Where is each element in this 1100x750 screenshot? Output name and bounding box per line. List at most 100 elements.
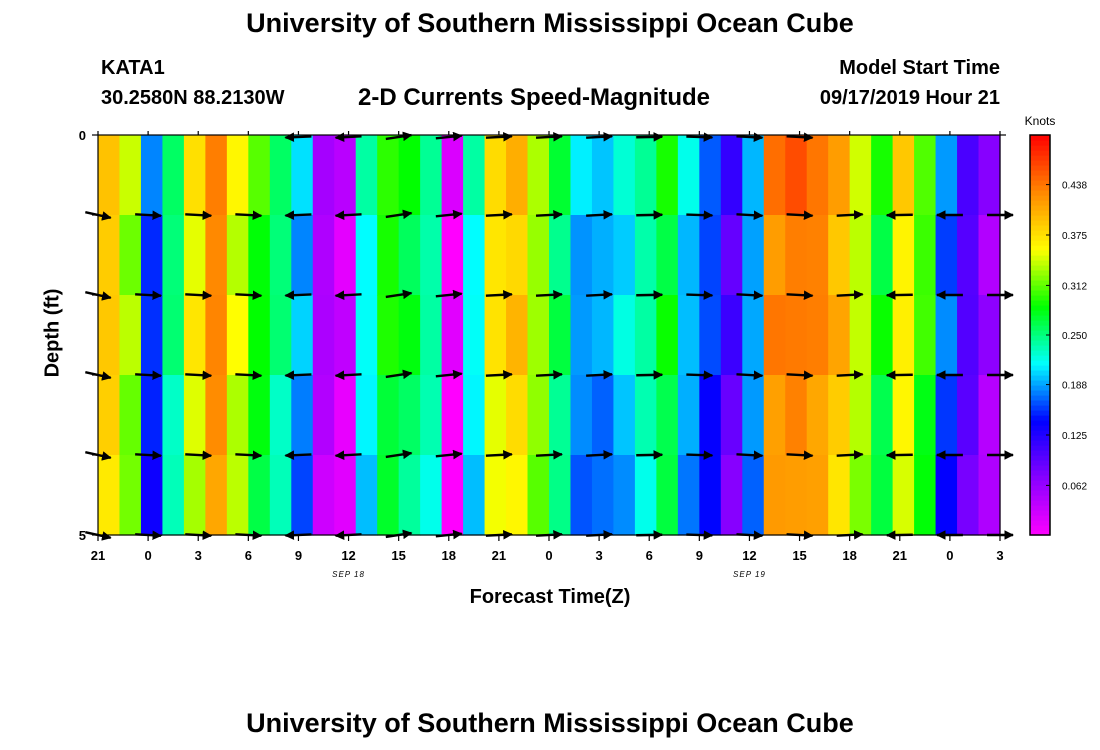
heatmap-cell [248,375,271,456]
heatmap-cell [720,135,743,216]
current-vector-arrow [535,369,563,380]
colorbar-segment [1030,140,1050,146]
colorbar-segment [1030,395,1050,401]
heatmap-cell [549,455,572,536]
heatmap-cell [484,215,507,296]
colorbar-segment [1030,320,1050,326]
heatmap-cell [355,135,378,216]
current-vector-arrow [786,450,814,461]
current-vector-arrow [235,210,263,221]
colorbar-segment [1030,250,1050,256]
current-vector-arrow [435,131,463,142]
heatmap-cell [656,375,679,456]
x-tick-label: 3 [996,548,1003,563]
current-vector-arrow [586,131,614,142]
current-vector-arrow [334,370,362,381]
current-vector-arrow [135,370,163,381]
colorbar-segment [1030,490,1050,496]
colorbar-segment [1030,235,1050,241]
heatmap-cell [248,135,271,216]
colorbar-segment [1030,160,1050,166]
heatmap-cell [398,135,421,216]
current-vector-arrow [385,209,413,220]
heatmap-cell [742,135,765,216]
heatmap-cell [312,215,335,296]
y-axis-label: Depth (ft) [41,288,64,378]
heatmap-cell [355,295,378,376]
current-vector-arrow [535,449,563,460]
current-vector-arrow [586,369,614,380]
colorbar-segment [1030,455,1050,461]
heatmap-cell [785,135,808,216]
heatmap-cell [226,455,249,536]
heatmap-cell [677,375,700,456]
current-vector-arrow [636,450,664,460]
heatmap-cell [226,375,249,456]
current-vector-arrow [885,290,913,300]
current-vector-arrow [284,132,312,142]
current-vector-arrow [334,210,362,221]
current-vector-arrow [435,449,463,460]
heatmap-cell [957,455,980,536]
colorbar-segment [1030,410,1050,416]
colorbar-segment [1030,380,1050,386]
colorbar-segment [1030,350,1050,356]
heatmap-cell [849,375,872,456]
heatmap-cell [527,215,550,296]
current-vector-arrow [686,290,714,300]
colorbar-segment [1030,525,1050,531]
current-vector-arrow [485,449,513,460]
chart-axes: 21 0 3 6 9 12 15 18 21 0 3 6 9 12 15 18 21 0 3 SEP 18 SEP 19… [79,128,1006,579]
heatmap-cell [634,455,657,536]
heatmap-cell [527,455,550,536]
heatmap-cell [441,295,464,376]
heatmap-cell [527,135,550,216]
heatmap-cell [570,295,593,376]
heatmap-cell [140,295,164,376]
heatmap-cell [570,135,593,216]
colorbar-segment [1030,495,1050,501]
current-vector-arrow [435,209,463,220]
colorbar-segment [1030,205,1050,211]
heatmap-cell [742,295,765,376]
heatmap-cell [312,295,335,376]
current-vector-arrow [435,369,463,380]
heatmap-cell [806,455,829,536]
current-vector-arrow [686,210,714,220]
current-vector-arrow [736,290,764,301]
colorbar-segment [1030,370,1050,376]
colorbar-title: Knots [1025,114,1056,128]
heatmap-cell [420,375,443,456]
y-tick-label: 5 [79,528,86,543]
current-vector-arrow [535,209,563,220]
heatmap-cell [398,455,421,536]
heatmap-cell [355,375,378,456]
colorbar-segment [1030,345,1050,351]
colorbar-segment [1030,215,1050,221]
heatmap-cell [377,375,400,456]
heatmap-cell [785,455,808,536]
heatmap-cell [957,135,980,216]
heatmap-cell [463,375,486,456]
colorbar-segment [1030,230,1050,236]
heatmap-cell [935,215,958,296]
current-vector-arrow [636,290,664,300]
current-vector-arrow [485,131,513,142]
heatmap-cell [720,455,743,536]
heatmap-cell [140,135,164,216]
heatmap-cell [892,455,915,536]
colorbar-tick-label: 0.438 [1062,181,1087,192]
heatmap-cell [441,215,464,296]
heatmap-cell [226,215,249,296]
colorbar-tick-label: 0.250 [1062,331,1087,342]
heatmap-cell [205,135,228,216]
current-vector-arrow [284,210,312,220]
colorbar-segment [1030,440,1050,446]
heatmap-cell [98,135,121,216]
heatmap-cell [613,455,636,536]
heatmap-cell [291,215,314,296]
colorbar-segment [1030,255,1050,261]
heatmap-cell [420,135,443,216]
colorbar-segment [1030,300,1050,306]
heatmap-cell [269,215,292,296]
